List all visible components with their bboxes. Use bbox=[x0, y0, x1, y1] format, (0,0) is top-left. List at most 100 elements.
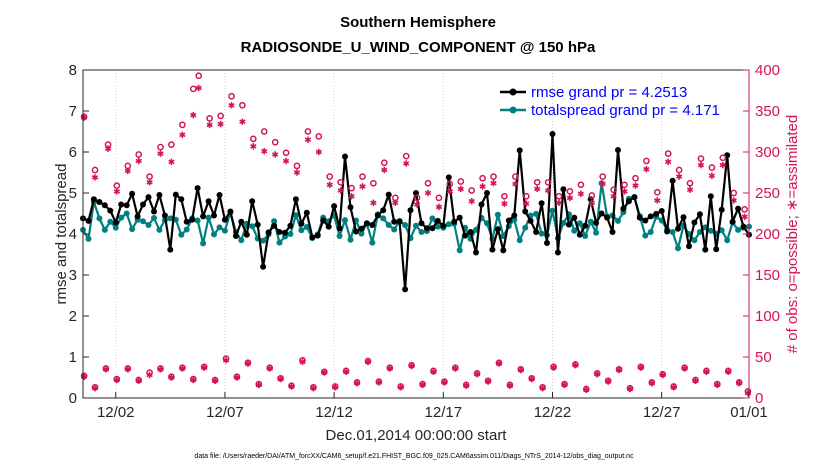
totalspread-point bbox=[287, 231, 294, 237]
obs-assimilated-marker-stroke bbox=[282, 158, 290, 164]
rmse-point bbox=[686, 243, 692, 250]
obs-assimilated-marker-stroke bbox=[490, 180, 497, 186]
x-tick-label: 12/07 bbox=[206, 404, 244, 421]
totalspread-point bbox=[183, 226, 190, 233]
rmse-point bbox=[353, 228, 359, 235]
x-tick-label: 12/22 bbox=[534, 404, 572, 421]
rmse-point bbox=[467, 229, 474, 235]
rmse-point bbox=[385, 191, 392, 198]
obs-assimilated-marker-stroke bbox=[730, 198, 737, 203]
obs-assimilated-marker-low-stroke bbox=[157, 367, 164, 372]
obs-assimilated-marker-low-stroke bbox=[517, 367, 524, 373]
rmse-point bbox=[309, 234, 316, 241]
rmse-point bbox=[172, 191, 179, 198]
rmse-point bbox=[696, 211, 703, 218]
obs-assimilated-marker bbox=[304, 136, 312, 143]
obs-assimilated-marker-low-stroke bbox=[288, 384, 295, 389]
obs-assimilated-marker-low bbox=[648, 380, 656, 387]
obs-assimilated-marker-low bbox=[375, 379, 383, 386]
rmse-point bbox=[254, 221, 261, 228]
obs-assimilated-marker-low bbox=[91, 385, 99, 392]
obs-assimilated-marker bbox=[104, 145, 112, 152]
totalspread-point bbox=[271, 218, 278, 225]
obs-assimilated-marker bbox=[686, 186, 694, 193]
obs-assimilated-marker-stroke bbox=[544, 188, 552, 193]
obs-assimilated-marker-stroke bbox=[113, 189, 121, 194]
obs-assimilated-marker-stroke bbox=[206, 122, 213, 128]
obs-assimilated-marker-stroke bbox=[621, 189, 628, 194]
rmse-point bbox=[249, 198, 256, 205]
obs-assimilated-marker bbox=[741, 213, 748, 220]
totalspread-point bbox=[576, 220, 583, 227]
totalspread-point bbox=[707, 227, 714, 234]
obs-possible-marker bbox=[304, 128, 312, 135]
obs-possible-marker bbox=[599, 173, 607, 180]
obs-assimilated-marker-stroke bbox=[315, 149, 323, 155]
obs-assimilated-marker-low-stroke bbox=[342, 369, 350, 375]
rmse-point bbox=[167, 246, 174, 253]
obs-assimilated-marker-low-stroke bbox=[353, 380, 361, 386]
obs-assimilated-marker-low bbox=[288, 383, 295, 390]
rmse-point bbox=[713, 246, 720, 253]
rmse-point bbox=[129, 190, 136, 197]
totalspread-point bbox=[549, 207, 556, 214]
obs-assimilated-marker bbox=[523, 200, 530, 207]
totalspread-point bbox=[205, 214, 212, 221]
y-axis-left-label: rmse and totalspread bbox=[53, 164, 70, 305]
obs-possible-marker bbox=[566, 188, 574, 195]
obs-assimilated-marker-low-stroke bbox=[375, 380, 383, 385]
rmse-point bbox=[211, 212, 217, 219]
obs-assimilated-marker bbox=[190, 111, 197, 119]
totalspread-point bbox=[292, 212, 299, 219]
rmse-point bbox=[221, 216, 228, 223]
rmse-point bbox=[511, 212, 518, 219]
totalspread-point bbox=[533, 210, 540, 217]
obs-assimilated-marker bbox=[446, 188, 454, 195]
obs-assimilated-marker-low-stroke bbox=[659, 372, 666, 378]
obs-assimilated-marker-stroke bbox=[228, 103, 235, 108]
obs-assimilated-marker-low-stroke bbox=[473, 371, 481, 377]
obs-assimilated-marker-low-stroke bbox=[397, 385, 404, 390]
rmse-point bbox=[358, 225, 365, 232]
obs-possible-marker bbox=[135, 151, 143, 158]
obs-assimilated-marker-stroke bbox=[555, 200, 563, 206]
totalspread-point bbox=[303, 224, 310, 230]
obs-assimilated-marker-stroke bbox=[293, 170, 301, 175]
obs-assimilated-marker bbox=[534, 185, 541, 193]
chart-title: Southern Hemisphere bbox=[340, 14, 496, 31]
rmse-point bbox=[161, 212, 168, 219]
totalspread-point bbox=[178, 231, 185, 238]
obs-assimilated-marker-low-stroke bbox=[201, 365, 208, 370]
obs-assimilated-marker-low-stroke bbox=[102, 367, 110, 372]
rmse-point bbox=[303, 209, 310, 216]
obs-possible-marker bbox=[533, 178, 541, 186]
obs-possible-marker bbox=[643, 157, 650, 165]
rmse-point bbox=[478, 201, 485, 208]
obs-assimilated-marker-low bbox=[452, 365, 459, 372]
obs-possible-marker bbox=[424, 179, 432, 187]
obs-assimilated-marker bbox=[544, 187, 552, 194]
obs-assimilated-marker-stroke bbox=[326, 182, 333, 188]
rmse-point bbox=[456, 214, 463, 221]
obs-assimilated-marker-stroke bbox=[479, 184, 486, 189]
totalspread-point bbox=[385, 222, 392, 228]
totalspread-point bbox=[669, 229, 676, 235]
totalspread-point bbox=[724, 237, 731, 244]
obs-assimilated-marker bbox=[643, 166, 650, 173]
obs-assimilated-marker-low bbox=[419, 381, 426, 389]
obs-assimilated-marker-low-stroke bbox=[594, 371, 601, 377]
rmse-point bbox=[565, 221, 572, 228]
obs-assimilated-marker-low bbox=[102, 366, 110, 373]
rmse-point bbox=[593, 219, 600, 226]
obs-assimilated-marker-low-stroke bbox=[648, 380, 656, 386]
obs-assimilated-marker-stroke bbox=[708, 173, 716, 179]
obs-possible-marker bbox=[413, 194, 421, 202]
totalspread-point bbox=[96, 215, 103, 222]
obs-assimilated-marker bbox=[261, 148, 268, 155]
rmse-point bbox=[473, 249, 479, 256]
x-tick-label: 12/12 bbox=[315, 404, 353, 421]
obs-assimilated-marker-low-stroke bbox=[266, 366, 273, 371]
obs-assimilated-marker-stroke bbox=[610, 194, 617, 199]
obs-assimilated-marker bbox=[457, 185, 464, 193]
obs-assimilated-marker-stroke bbox=[534, 186, 541, 192]
